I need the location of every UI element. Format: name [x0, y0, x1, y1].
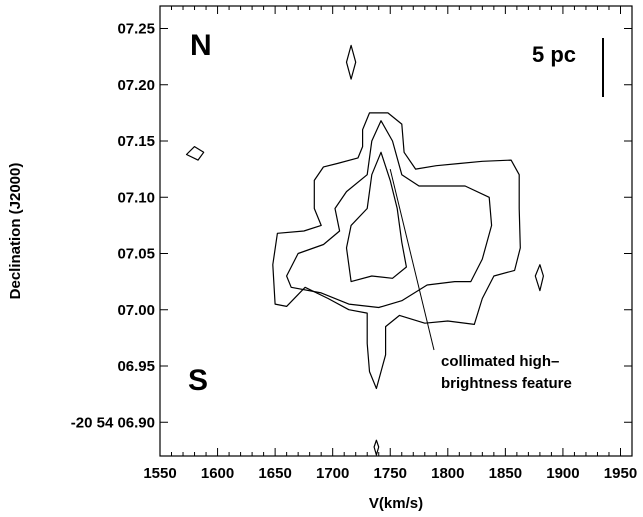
contour-outer — [272, 112, 521, 390]
contour-inner — [345, 151, 407, 283]
x-tick-label: 1550 — [143, 465, 176, 482]
south-label: S — [188, 364, 208, 397]
contour-blob — [345, 44, 357, 80]
y-tick-label: 07.10 — [117, 189, 155, 206]
contour-middle — [286, 120, 493, 309]
feature-label-line2: brightness feature — [441, 375, 572, 392]
contour-blob — [185, 146, 205, 161]
y-tick-label: 06.95 — [117, 358, 155, 375]
x-axis-title: V(km/s) — [369, 495, 423, 512]
north-label: N — [190, 29, 212, 62]
y-tick-label: -20 54 06.90 — [71, 414, 155, 431]
x-tick-label: 1850 — [489, 465, 522, 482]
intensity-contours — [185, 44, 545, 456]
x-tick-label: 1950 — [604, 465, 637, 482]
scale-bar-label: 5 pc — [532, 42, 576, 67]
y-tick-label: 07.05 — [117, 246, 155, 263]
y-tick-label: 07.15 — [117, 133, 155, 150]
y-tick-label: 07.20 — [117, 77, 155, 94]
x-axis-ticks: 1550 1600 1650 1700 1750 1800 1850 1900 1950 — [143, 6, 637, 482]
feature-label-line1: collimated high– — [441, 353, 559, 370]
x-tick-label: 1600 — [201, 465, 234, 482]
feature-pointer-line — [389, 168, 435, 351]
x-tick-label: 1750 — [374, 465, 407, 482]
x-tick-label: 1800 — [431, 465, 464, 482]
contour-blob — [373, 439, 380, 456]
y-axis-ticks: -20 54 06.90 06.95 07.00 07.05 07.10 07.15 07.… — [71, 21, 632, 457]
y-tick-label: 07.25 — [117, 21, 155, 38]
y-tick-label: 07.00 — [117, 302, 155, 319]
y-axis-title: Declination (J2000) — [7, 163, 24, 300]
contour-blob — [534, 264, 545, 292]
x-tick-label: 1650 — [258, 465, 291, 482]
x-tick-label: 1900 — [546, 465, 579, 482]
x-tick-label: 1700 — [316, 465, 349, 482]
plot-frame — [159, 5, 633, 457]
